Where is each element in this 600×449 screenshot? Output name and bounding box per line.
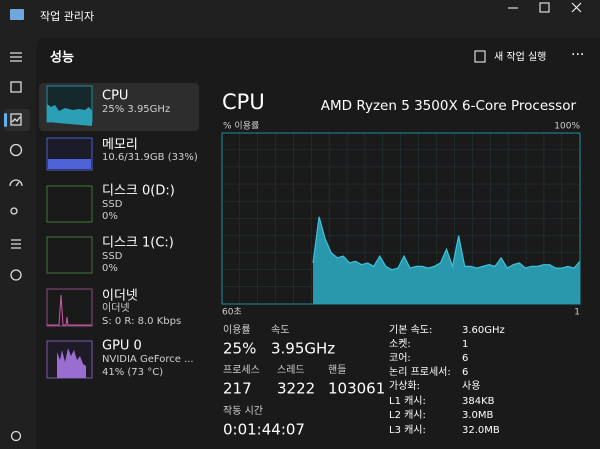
spec-label: L2 캐시: — [389, 409, 426, 421]
spec-label: 가상화: — [389, 380, 420, 392]
spec-value: 사용 — [462, 380, 480, 392]
history-nav[interactable] — [9, 143, 23, 157]
spec-value: 384KB — [462, 396, 495, 407]
spec-label: 코어: — [389, 352, 411, 364]
stat-value: 103061 — [328, 380, 385, 398]
spec-value: 1 — [462, 339, 468, 350]
item-title[interactable]: 메모리 — [102, 138, 138, 153]
y-axis-label: % 이용률 — [223, 121, 259, 132]
item-detail: S: 0 R: 8.0 Kbps — [102, 316, 181, 327]
item-detail: 10.6/31.9GB (33%) — [102, 152, 198, 163]
cpu-thumbnail-graph — [47, 104, 92, 126]
nav-indicator — [4, 113, 7, 127]
users-nav[interactable] — [10, 207, 18, 215]
details-nav[interactable] — [11, 239, 21, 249]
stat-label: 핸들 — [328, 364, 346, 376]
spec-label: L3 캐시: — [389, 424, 426, 436]
item-detail: 이더넷 — [102, 302, 130, 314]
spec-value: 6 — [462, 367, 468, 378]
disk1-thumbnail[interactable] — [46, 236, 93, 274]
ethernet-thumbnail[interactable] — [46, 288, 93, 327]
startup-nav[interactable] — [9, 179, 23, 187]
section-title: 성능 — [50, 51, 74, 66]
processes-nav[interactable] — [10, 81, 22, 93]
nav — [4, 52, 30, 442]
item-detail: 41% (73 °C) — [102, 367, 163, 378]
spec-value: 3.60GHz — [462, 325, 505, 336]
stat-label: 프로세스 — [223, 364, 260, 376]
more-button[interactable]: ··· — [571, 47, 584, 63]
stat-value: 3.95GHz — [271, 340, 335, 358]
item-title[interactable]: 디스크 0(D:) — [102, 184, 175, 199]
stat-value: 0:01:44:07 — [223, 421, 305, 439]
item-title[interactable]: CPU — [102, 89, 128, 104]
maximize[interactable] — [539, 2, 550, 13]
processor-name: AMD Ryzen 5 3500X 6-Core Processor — [321, 98, 577, 114]
x-tick-label: 60초 — [222, 307, 242, 318]
stat-label: 속도 — [271, 324, 289, 336]
spec-value: 6 — [462, 353, 468, 364]
plot: 100% 60초 1 — [222, 122, 581, 318]
sidebar: CPU 25% 3.95GHz 메모리 10.6/31.9GB (33%) 디스… — [102, 89, 198, 379]
gpu-thumbnail-graph — [57, 348, 86, 378]
stat-value: 25% — [223, 340, 256, 358]
disk0-thumbnail[interactable] — [46, 185, 93, 223]
new-task-icon[interactable] — [474, 50, 486, 63]
new-task-button[interactable]: 새 작업 실행 — [494, 50, 546, 63]
item-detail: 25% 3.95GHz — [102, 104, 170, 115]
services-nav[interactable] — [10, 269, 22, 281]
item-title[interactable]: 디스크 1(C:) — [102, 236, 174, 251]
stat-label: 스레드 — [277, 364, 305, 376]
spec-label: L1 캐시: — [389, 395, 426, 407]
item-detail: SSD — [102, 199, 123, 210]
memory-thumbnail-graph — [48, 159, 91, 169]
menu-button[interactable] — [10, 52, 22, 62]
window-title: 작업 관리자 — [40, 10, 94, 23]
item-detail: NVIDIA GeForce ... — [102, 354, 194, 365]
item-detail: 0% — [102, 211, 118, 222]
stat-value: 3222 — [277, 380, 315, 398]
spec-value: 32.0MB — [462, 425, 500, 436]
performance-nav[interactable] — [10, 113, 22, 126]
spec-value: 3.0MB — [462, 410, 494, 421]
stat-label: 이용률 — [223, 324, 251, 336]
spec-label: 기본 속도: — [389, 324, 432, 336]
main-title: CPU — [222, 90, 265, 114]
stat-value: 217 — [223, 380, 252, 398]
x-tick-label: 1 — [574, 308, 580, 318]
item-title[interactable]: 이더넷 — [102, 289, 138, 304]
thumbnails — [46, 85, 93, 379]
item-detail: 0% — [102, 263, 118, 274]
close[interactable] — [571, 2, 582, 13]
y-tick-label: 100% — [554, 122, 580, 132]
stats: 이용률 25% 속도 3.95GHz 프로세스 217 스레드 3222 핸들 … — [223, 324, 385, 439]
app-icon — [10, 9, 24, 20]
item-title[interactable]: GPU 0 — [102, 339, 142, 354]
settings-nav[interactable] — [10, 430, 22, 442]
item-detail: SSD — [102, 251, 123, 262]
spec-label: 논리 프로세서: — [389, 366, 451, 378]
ethernet-thumbnail-graph — [47, 294, 92, 326]
cpu-area — [313, 216, 580, 304]
specs: 기본 속도: 3.60GHz 소켓: 1 코어: 6 논리 프로세서: 6 가상화: 사용 L1 캐… — [389, 324, 505, 436]
spec-label: 소켓: — [389, 338, 411, 350]
cpu-line — [312, 216, 581, 271]
stat-label: 작동 시간 — [223, 405, 263, 417]
